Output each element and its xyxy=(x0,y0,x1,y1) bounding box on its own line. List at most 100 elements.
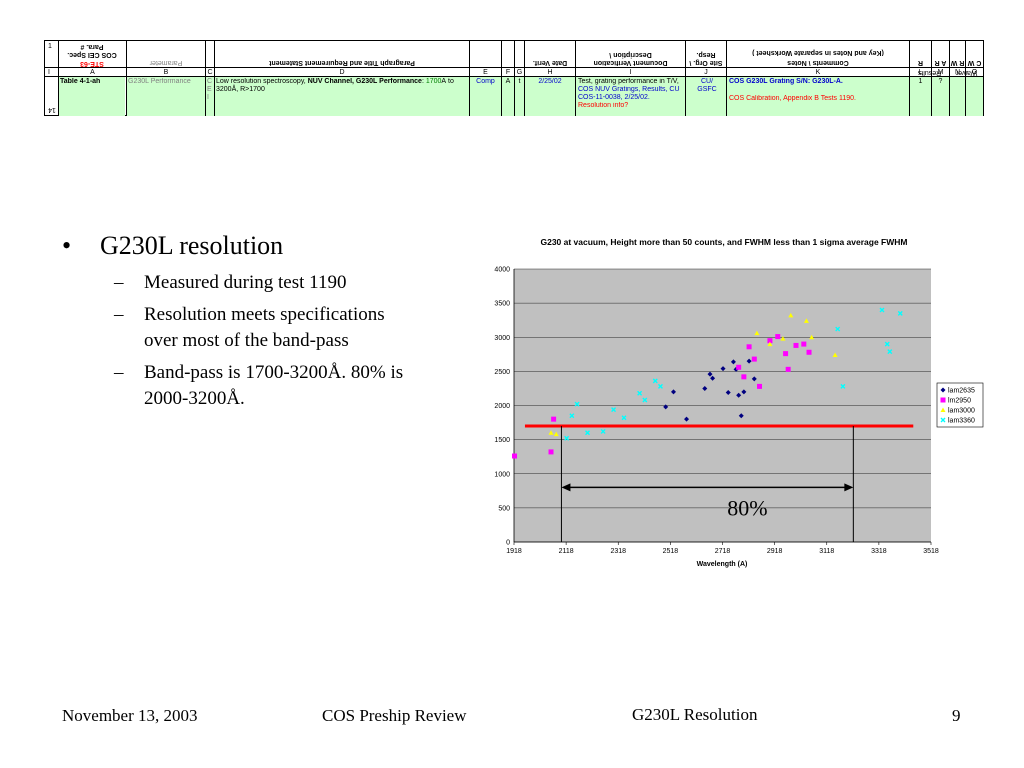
data-point-lam3360 xyxy=(657,383,663,389)
bullet-list: • G230L resolution – Measured during tes… xyxy=(62,228,422,412)
legend-marker-lam3360 xyxy=(940,417,946,423)
sub-bullet: – Measured during test 1190 xyxy=(114,270,422,296)
grid-line xyxy=(965,41,966,116)
y-tick-label: 4000 xyxy=(494,267,510,274)
legend-label: lam3360 xyxy=(948,418,975,425)
cell-g: t xyxy=(518,78,521,85)
chart-title: G230 at vacuum, Height more than 50 coun… xyxy=(540,237,907,247)
row-fill xyxy=(576,77,685,116)
data-point-lam3360-stroke xyxy=(621,415,627,421)
data-points xyxy=(512,307,903,459)
footer-event: COS Preship Review xyxy=(322,706,467,725)
bullet-marker: • xyxy=(62,231,72,260)
row-fill xyxy=(215,77,469,116)
data-point-lam3360-stroke xyxy=(835,326,841,332)
cell-requirement: Low resolution spectroscopy, NUV Channel… xyxy=(216,78,454,93)
data-point-lam3360-stroke xyxy=(840,383,846,389)
header-date: Date Verif. xyxy=(532,59,568,66)
y-tick-label: 2000 xyxy=(494,403,510,410)
row-fill xyxy=(59,77,125,116)
x-axis-label: Wavelength (A) xyxy=(697,561,748,568)
data-point-lm2950 xyxy=(785,366,791,372)
data-point-lm2950 xyxy=(551,416,557,422)
data-point-lm2950 xyxy=(775,334,781,340)
data-point-lam3360 xyxy=(884,341,890,347)
grid-line xyxy=(949,41,950,116)
column-letter: E xyxy=(483,69,488,76)
legend-marker-lam3360-stroke xyxy=(940,417,946,423)
grid-line xyxy=(126,41,127,116)
range-arrow-head-left xyxy=(561,483,571,492)
legend-marker-lm2950 xyxy=(940,397,946,403)
data-point-lm2950 xyxy=(801,341,807,347)
x-tick-label: 2518 xyxy=(663,548,679,555)
data-point-lam3360-stroke xyxy=(642,397,648,403)
data-point-lam3000 xyxy=(788,312,794,318)
range-label: 80% xyxy=(727,495,767,520)
data-point-lm2950 xyxy=(767,338,773,344)
grid-line xyxy=(514,41,515,116)
data-point-lam3360 xyxy=(564,435,570,441)
column-letter: J xyxy=(704,69,708,76)
data-point-lam3000 xyxy=(832,352,838,357)
column-letter: C xyxy=(207,69,213,76)
column-letter: F xyxy=(505,69,511,76)
x-tick-label: 1918 xyxy=(506,548,522,555)
header-parameter: Parameter xyxy=(149,59,183,66)
data-point-lam3360-stroke xyxy=(657,383,663,389)
data-point-lam3360-stroke xyxy=(611,407,617,413)
bullet-main: • G230L resolution xyxy=(62,228,422,264)
data-point-lm2950 xyxy=(512,453,518,459)
data-point-lam3360-stroke xyxy=(884,341,890,347)
data-point-lam2635 xyxy=(702,385,708,391)
grid-line xyxy=(45,76,983,77)
data-point-lam3360 xyxy=(835,326,841,332)
header-col-o: C W xyxy=(967,59,982,66)
data-point-lam3360 xyxy=(642,397,648,403)
column-letter: H xyxy=(547,69,553,76)
data-point-lam3360-stroke xyxy=(574,401,580,407)
data-point-lam3360-stroke xyxy=(897,310,903,316)
y-axis-ticks: 0 500 1000 1500 2000 2500 3000 3500 4000 xyxy=(494,267,515,547)
legend-marker-lam3000 xyxy=(940,407,946,412)
data-point-lam3000 xyxy=(754,330,760,336)
footer-topic: G230L Resolution xyxy=(632,705,758,724)
row-fill xyxy=(950,77,965,116)
data-point-lam2635 xyxy=(736,392,742,398)
column-letter: A xyxy=(90,69,95,76)
column-letter: K xyxy=(815,69,821,76)
y-tick-label: 3500 xyxy=(494,301,510,308)
sub-bullet-marker: – xyxy=(114,304,124,325)
data-point-lam3360 xyxy=(887,349,893,355)
sub-bullet-text: Resolution meets specifications over mos… xyxy=(144,304,385,351)
grid-line xyxy=(524,41,525,116)
data-point-lam3360 xyxy=(637,390,643,396)
header-col-l: R xyxy=(917,59,924,66)
y-tick-label: 0 xyxy=(506,540,510,547)
data-point-lam3360 xyxy=(611,407,617,413)
data-point-lam3360 xyxy=(840,383,846,389)
data-point-lam2635 xyxy=(738,413,744,419)
cell-m: ? xyxy=(938,78,943,85)
data-point-lam3360-stroke xyxy=(585,430,590,436)
header-col-m: A R xyxy=(934,59,947,66)
grid-line xyxy=(726,41,727,116)
grid-line xyxy=(501,41,502,116)
header-site: Site Org. \ Resp. xyxy=(689,51,723,66)
row-number: 1 xyxy=(48,43,52,50)
data-point-lam2635 xyxy=(663,404,669,410)
data-point-lm2950 xyxy=(736,364,742,370)
column-letter: I xyxy=(629,69,632,76)
grid-line xyxy=(45,67,983,68)
y-tick-label: 3000 xyxy=(494,335,510,342)
data-point-lam2635 xyxy=(751,376,757,382)
x-tick-label: 3318 xyxy=(871,548,887,555)
y-tick-label: 1000 xyxy=(494,471,510,478)
data-point-lam3360 xyxy=(879,307,885,313)
data-point-lam2635 xyxy=(671,389,677,395)
row-fill xyxy=(206,77,214,116)
column-letter: N xyxy=(954,69,961,76)
data-point-lm2950 xyxy=(741,374,747,380)
legend-label: lam3000 xyxy=(948,408,975,415)
data-point-lm2950 xyxy=(783,351,789,357)
